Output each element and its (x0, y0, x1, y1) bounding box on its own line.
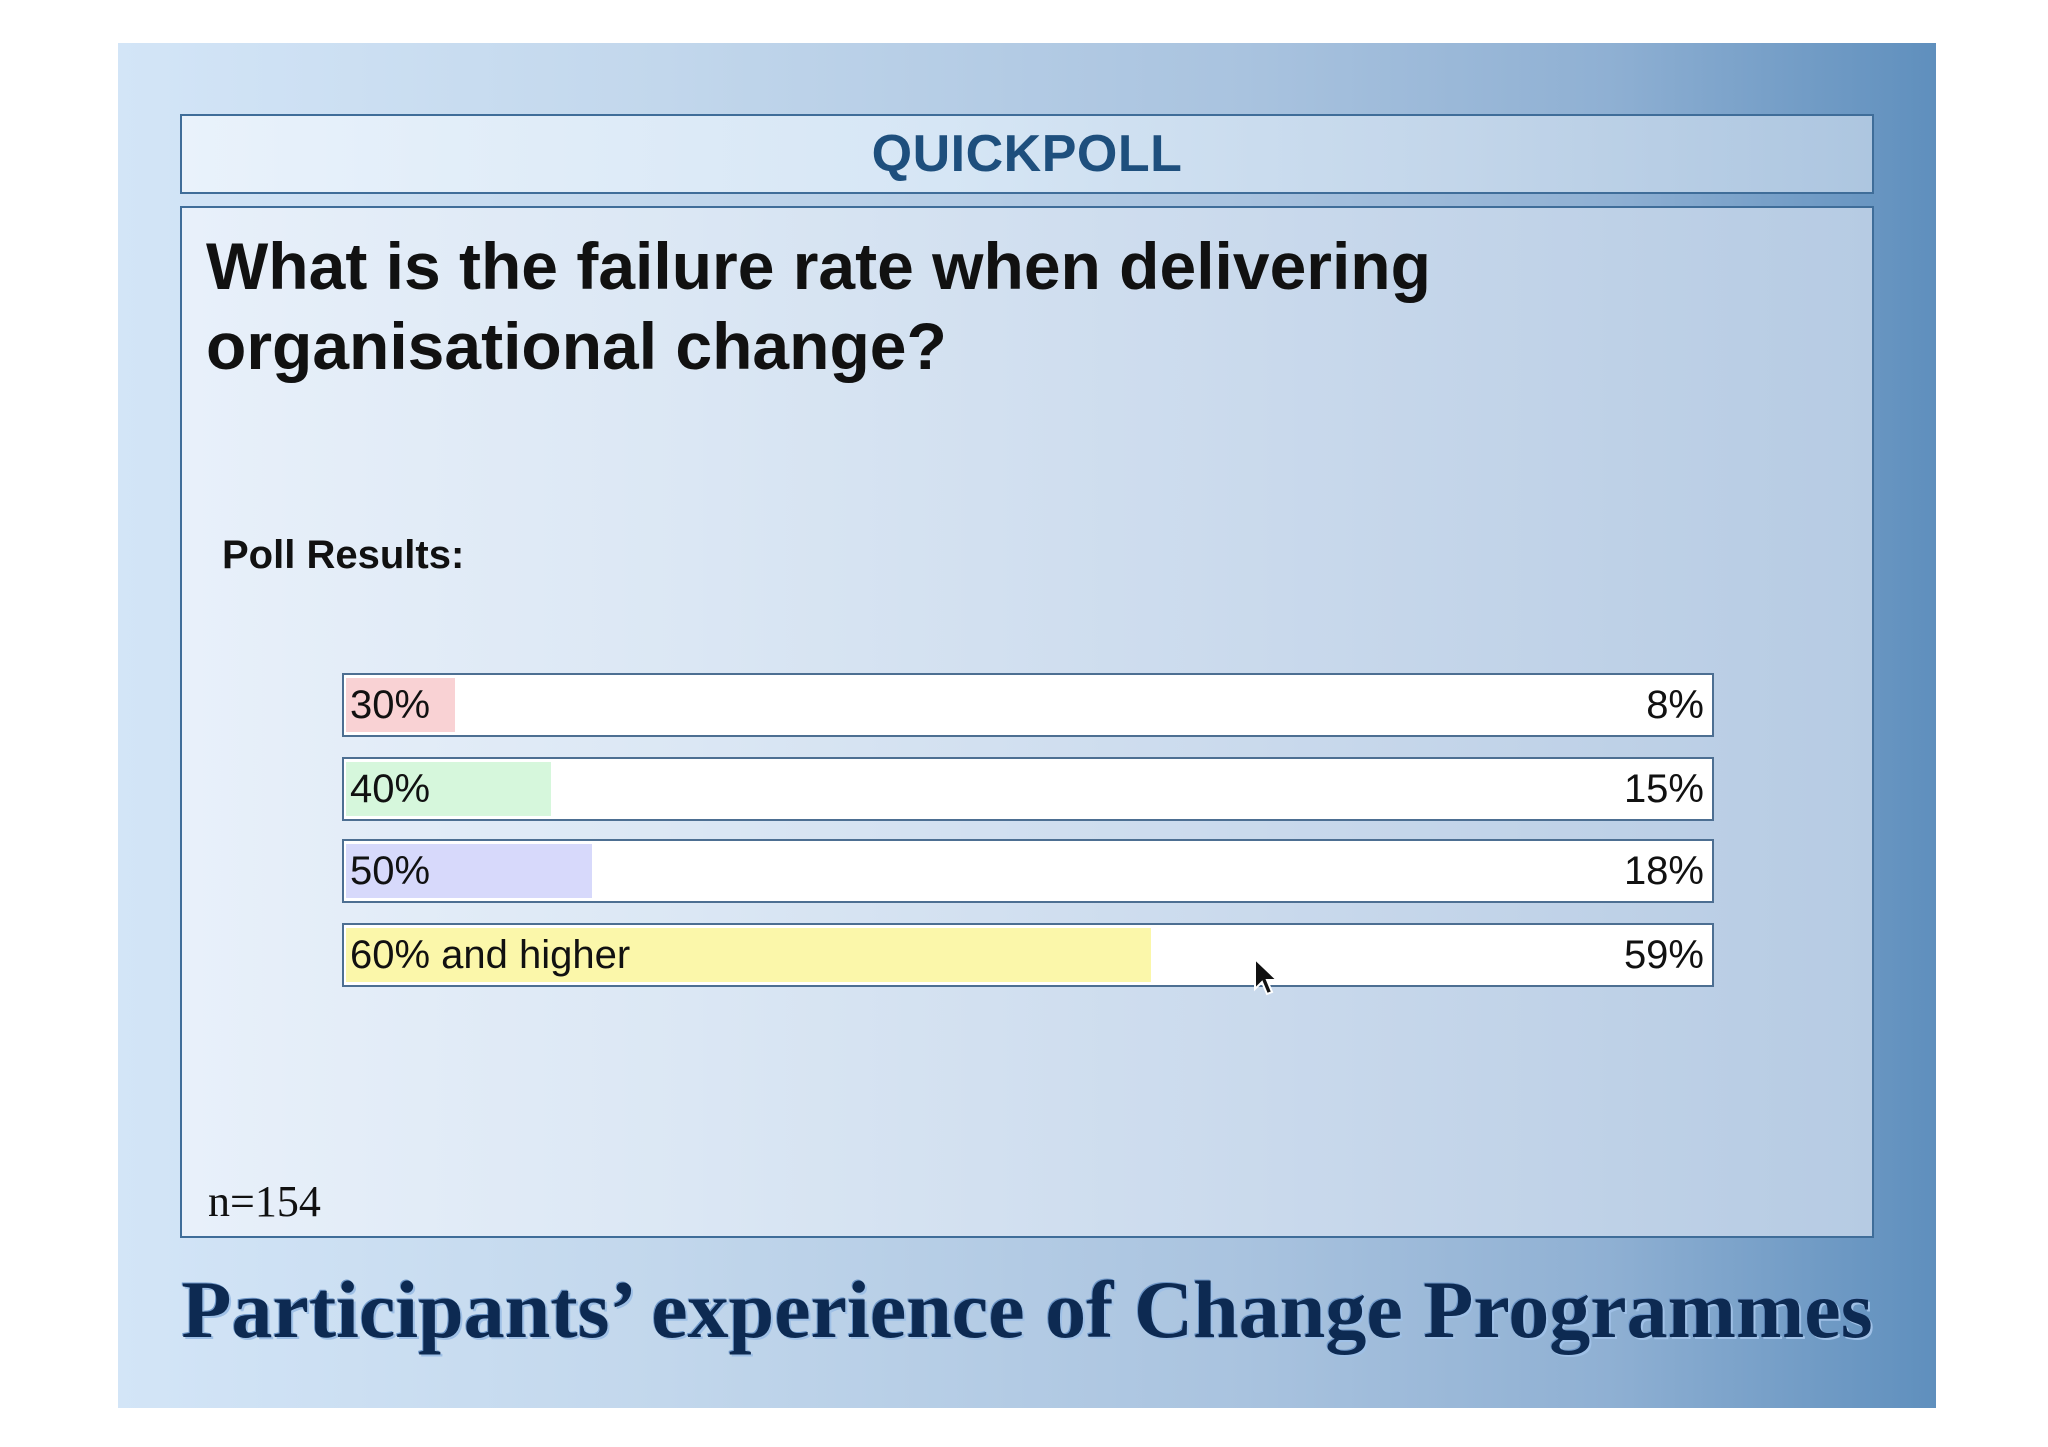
mouse-cursor-icon (1254, 957, 1279, 996)
poll-bar-fill (346, 762, 551, 816)
poll-bar-fill (346, 678, 455, 732)
sample-size-label: n=154 (208, 1177, 321, 1226)
poll-value-label: 59% (1623, 932, 1704, 977)
question-line-2: organisational change? (206, 309, 947, 383)
poll-option-label: 40% (350, 766, 431, 811)
poll-results-label: Poll Results: (222, 533, 465, 577)
poll-option-label: 60% and higher (350, 932, 631, 977)
poll-option-label: 50% (350, 848, 431, 893)
header-title: QUICKPOLL (871, 125, 1183, 183)
poll-value-label: 15% (1623, 766, 1704, 811)
poll-bar-fill (346, 844, 592, 898)
question-line-1: What is the failure rate when delivering (206, 229, 1431, 303)
poll-bar-row: 40% 15% (342, 757, 1714, 821)
poll-value-label: 8% (1646, 682, 1704, 727)
poll-panel: What is the failure rate when delivering… (180, 206, 1874, 1238)
poll-bar-row: 30% 8% (342, 673, 1714, 737)
poll-bar-row: 60% and higher 59% (342, 923, 1714, 987)
poll-question: What is the failure rate when delivering… (206, 226, 1606, 386)
header-box: QUICKPOLL (180, 114, 1874, 194)
slide: QUICKPOLL What is the failure rate when … (118, 43, 1936, 1408)
poll-bar-fill (346, 928, 1151, 982)
poll-bar-row: 50% 18% (342, 839, 1714, 903)
poll-option-label: 30% (350, 682, 431, 727)
poll-value-label: 18% (1623, 848, 1704, 893)
slide-footer-title: Participants’ experience of Change Progr… (181, 1264, 1873, 1355)
